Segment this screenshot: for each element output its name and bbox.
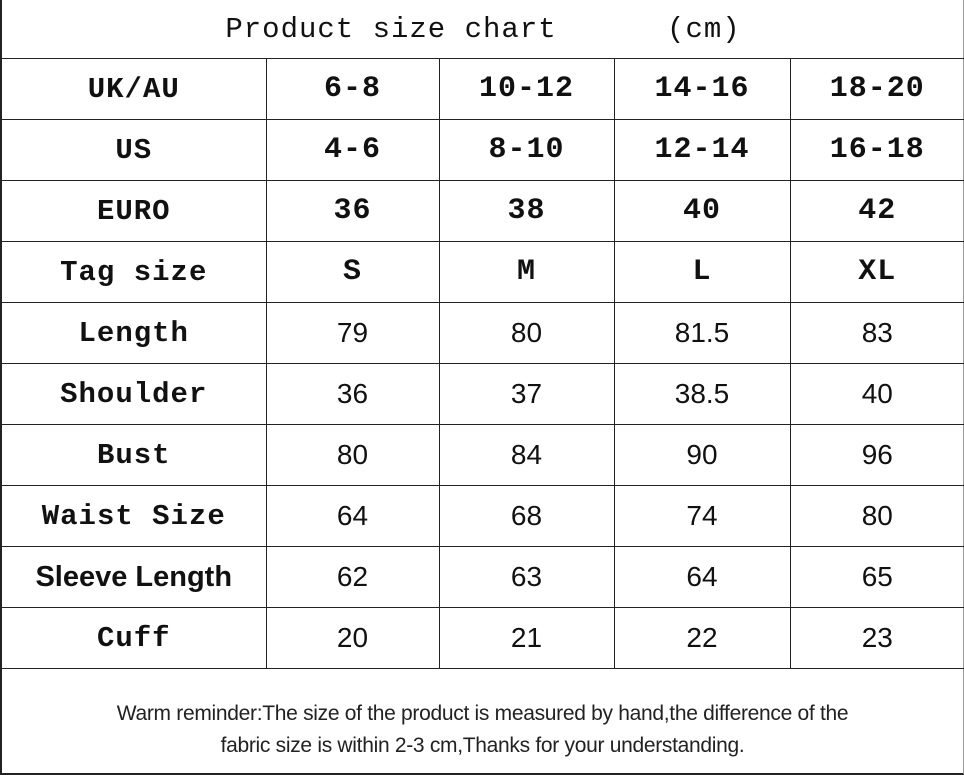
table-cell: 90 [613,424,791,486]
table-cell: 79 [265,302,440,364]
table-row: Waist Size 64 68 74 80 [2,485,964,547]
table-cell: 18-20 [789,58,964,120]
table-cell: 23 [789,607,964,669]
table-cell: 38 [438,180,615,242]
table-cell: 65 [789,546,964,608]
table-row: Sleeve Length 62 63 64 65 [2,546,964,608]
table-cell: 37 [438,363,615,425]
table-cell: 12-14 [613,119,791,181]
row-label: Length [2,302,267,364]
table-cell: 42 [789,180,964,242]
table-cell: XL [789,241,964,303]
table-cell: 8-10 [438,119,615,181]
table-cell: 64 [265,485,440,547]
table-cell: 4-6 [265,119,440,181]
table-cell: 80 [265,424,440,486]
table-cell: 64 [613,546,791,608]
reminder-line-1: Warm reminder:The size of the product is… [116,702,849,725]
row-label: EURO [2,180,267,242]
size-table: Product size chart (cm) UK/AU 6-8 10-12 14-… [2,0,964,669]
table-cell: 62 [265,546,440,608]
table-row: Cuff 20 21 22 23 [2,607,964,669]
table-row: UK/AU 6-8 10-12 14-16 18-20 [2,58,964,120]
table-cell: M [438,241,615,303]
table-cell: 81.5 [613,302,791,364]
table-cell: 80 [438,302,615,364]
title-row: Product size chart (cm) [2,0,964,59]
table-cell: 96 [789,424,964,486]
table-cell: 38.5 [613,363,791,425]
table-cell: 40 [789,363,964,425]
row-label: Sleeve Length [2,546,267,608]
reminder-line-2: fabric size is within 2-3 cm,Thanks for … [220,734,745,757]
table-cell: S [265,241,440,303]
table-cell: 36 [265,363,440,425]
warm-reminder: Warm reminder:The size of the product is… [2,698,963,762]
table-cell: 21 [438,607,615,669]
row-label: Waist Size [2,485,267,547]
row-label: Shoulder [2,363,267,425]
table-cell: 22 [613,607,791,669]
table-row: Shoulder 36 37 38.5 40 [2,363,964,425]
table-cell: 84 [438,424,615,486]
row-label: Cuff [2,607,267,669]
table-cell: 20 [265,607,440,669]
table-cell: 83 [789,302,964,364]
row-label: US [2,119,267,181]
table-cell: L [613,241,791,303]
table-cell: 36 [265,180,440,242]
row-label: UK/AU [2,58,267,120]
table-row: US 4-6 8-10 12-14 16-18 [2,119,964,181]
chart-title: Product size chart (cm) [2,0,964,59]
table-cell: 10-12 [438,58,615,120]
table-cell: 40 [613,180,791,242]
table-row: Bust 80 84 90 96 [2,424,964,486]
row-label: Bust [2,424,267,486]
table-cell: 80 [789,485,964,547]
table-row: Length 79 80 81.5 83 [2,302,964,364]
table-cell: 6-8 [265,58,440,120]
table-row: EURO 36 38 40 42 [2,180,964,242]
table-cell: 63 [438,546,615,608]
table-row: Tag size S M L XL [2,241,964,303]
table-cell: 14-16 [613,58,791,120]
table-cell: 68 [438,485,615,547]
table-cell: 16-18 [789,119,964,181]
table-cell: 74 [613,485,791,547]
row-label: Tag size [2,241,267,303]
